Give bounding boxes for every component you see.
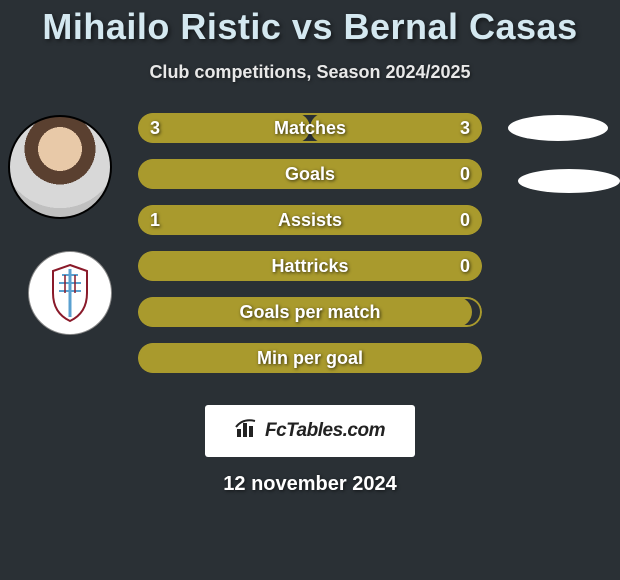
subtitle: Club competitions, Season 2024/2025: [0, 62, 620, 83]
stat-value-right: 3: [460, 113, 470, 143]
brand-text: FcTables.com: [265, 420, 385, 442]
stat-bars: Matches33Goals0Assists10Hattricks0Goals …: [138, 113, 482, 389]
stat-row: Goals per match: [138, 297, 482, 327]
stat-row: Hattricks0: [138, 251, 482, 281]
stat-value-left: 3: [150, 113, 160, 143]
comparison-chart: Matches33Goals0Assists10Hattricks0Goals …: [0, 109, 620, 389]
brand-logo-icon: [235, 417, 259, 445]
stat-row: Assists1 0: [138, 205, 482, 235]
stat-label: Goals per match: [138, 297, 482, 327]
player2-club-badge: [28, 251, 112, 335]
stat-label: Matches: [138, 113, 482, 143]
stat-label: Goals: [138, 159, 482, 189]
stat-value-right: 0: [460, 205, 470, 235]
stat-row: Min per goal: [138, 343, 482, 373]
stat-value-right: 0: [460, 159, 470, 189]
player1-avatar: [8, 115, 112, 219]
stat-row: Goals0: [138, 159, 482, 189]
stat-label: Assists: [138, 205, 482, 235]
club-crest-icon: [47, 263, 93, 323]
stat-value-left: 1: [150, 205, 160, 235]
stat-row: Matches3 3: [138, 113, 482, 143]
player2-marker-2: [518, 169, 620, 193]
stat-value-right: 0: [460, 251, 470, 281]
stat-label: Hattricks: [138, 251, 482, 281]
brand-badge: FcTables.com: [205, 405, 415, 457]
page-title: Mihailo Ristic vs Bernal Casas: [0, 0, 620, 48]
date-label: 12 november 2024: [0, 473, 620, 496]
player2-marker-1: [508, 115, 608, 141]
stat-label: Min per goal: [138, 343, 482, 373]
